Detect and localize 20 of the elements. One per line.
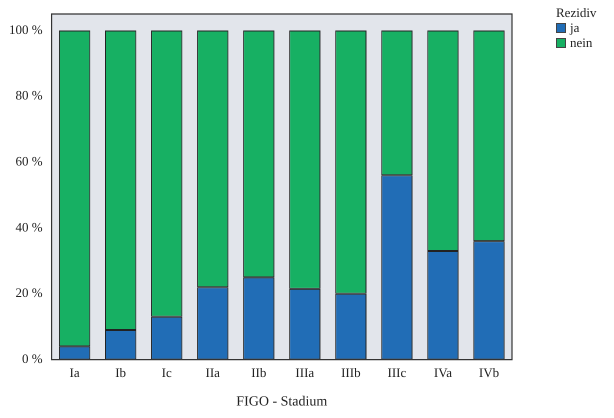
x-tick-label: IIb [251,364,266,380]
y-tick-label: 80 % [15,88,43,103]
y-tick-label: 20 % [15,285,43,300]
x-tick-label: Ic [162,364,172,380]
x-tick-label: IVb [478,364,500,380]
legend-title: Rezidiv [556,5,596,20]
legend-label: nein [570,35,592,50]
y-tick-label: 100 % [8,22,43,37]
x-tick-label: IIIc [388,364,406,380]
x-tick-label: IIIa [295,364,314,380]
y-tick-label: 40 % [15,219,43,234]
y-tick-label: 60 % [15,154,43,169]
x-tick-label: IIIb [341,364,361,380]
x-tick-label: IVa [434,364,452,380]
x-axis-title: FIGO - Stadium [236,394,328,410]
x-tick-label: IIa [206,364,220,380]
x-tick-label: Ib [115,364,126,380]
y-tick-label: 0 % [22,351,43,366]
x-tick-label: Ia [70,364,80,380]
legend-label: ja [570,20,580,35]
